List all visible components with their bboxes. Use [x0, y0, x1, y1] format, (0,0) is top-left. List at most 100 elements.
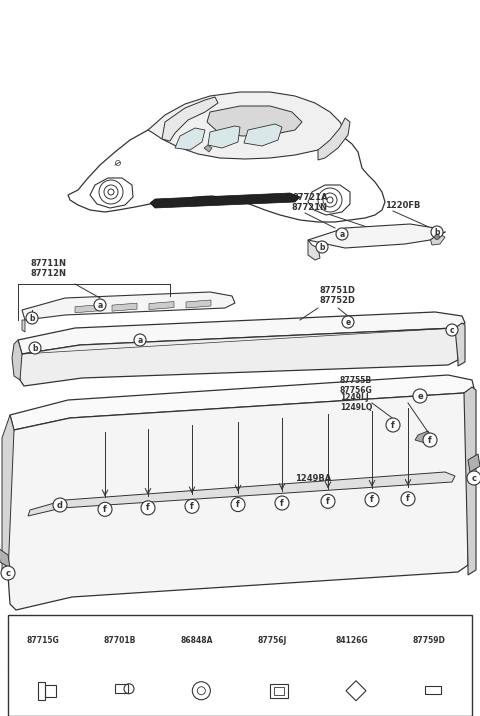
Text: e: e: [324, 636, 329, 644]
Text: 1249BA: 1249BA: [295, 474, 331, 483]
Text: a: a: [137, 336, 143, 344]
Circle shape: [275, 496, 289, 510]
Text: f: f: [326, 497, 330, 505]
Polygon shape: [148, 92, 345, 159]
Text: 87759D: 87759D: [413, 636, 445, 644]
Bar: [270, 684, 288, 698]
Text: a: a: [339, 230, 345, 238]
Polygon shape: [28, 472, 455, 516]
Polygon shape: [468, 454, 480, 472]
Circle shape: [386, 418, 400, 432]
Circle shape: [134, 334, 146, 346]
Text: b: b: [434, 228, 440, 236]
Bar: [115, 684, 128, 693]
Text: b: b: [32, 344, 38, 352]
Polygon shape: [8, 393, 468, 610]
Text: f: f: [103, 505, 107, 514]
Circle shape: [98, 503, 112, 516]
Text: 87756J: 87756J: [258, 636, 288, 644]
Text: c: c: [169, 636, 174, 644]
Polygon shape: [389, 234, 399, 242]
Circle shape: [185, 499, 199, 513]
Text: 86848A: 86848A: [180, 636, 213, 644]
Circle shape: [423, 433, 437, 447]
Polygon shape: [12, 340, 22, 380]
Text: d: d: [57, 500, 63, 510]
Bar: [8, 615, 472, 716]
Text: f: f: [146, 503, 150, 513]
Text: f: f: [406, 494, 410, 503]
Circle shape: [401, 492, 415, 505]
Polygon shape: [355, 236, 365, 243]
Polygon shape: [149, 301, 174, 309]
Polygon shape: [90, 178, 133, 208]
Polygon shape: [308, 224, 438, 248]
Text: c: c: [5, 569, 11, 578]
Circle shape: [242, 634, 255, 647]
Circle shape: [336, 228, 348, 240]
Polygon shape: [430, 233, 445, 245]
Text: c: c: [450, 326, 454, 334]
Circle shape: [320, 634, 333, 647]
Text: 87755B
87756G: 87755B 87756G: [340, 376, 373, 395]
Bar: [45, 684, 56, 697]
Text: f: f: [280, 498, 284, 508]
Text: 87751D
87752D: 87751D 87752D: [320, 286, 356, 305]
Circle shape: [88, 634, 101, 647]
Polygon shape: [204, 145, 212, 152]
Text: e: e: [417, 392, 423, 400]
Polygon shape: [75, 305, 100, 313]
Circle shape: [165, 634, 178, 647]
Circle shape: [11, 634, 24, 647]
Text: 84126G: 84126G: [336, 636, 368, 644]
Polygon shape: [186, 300, 211, 308]
Circle shape: [397, 634, 410, 647]
Circle shape: [467, 471, 480, 485]
Polygon shape: [150, 193, 300, 208]
Text: f: f: [428, 435, 432, 445]
Text: 87711N
87712N: 87711N 87712N: [30, 258, 66, 278]
Text: b: b: [92, 636, 97, 644]
Polygon shape: [162, 97, 218, 141]
Polygon shape: [18, 312, 465, 354]
Polygon shape: [455, 323, 465, 366]
Circle shape: [316, 241, 328, 253]
Text: f: f: [190, 502, 194, 511]
Polygon shape: [318, 118, 350, 160]
Polygon shape: [372, 235, 382, 243]
Polygon shape: [308, 185, 350, 215]
Text: e: e: [346, 317, 350, 326]
Polygon shape: [406, 233, 416, 241]
Text: b: b: [29, 314, 35, 322]
Bar: [274, 687, 284, 695]
Text: c: c: [471, 473, 477, 483]
Polygon shape: [244, 124, 282, 146]
Polygon shape: [22, 320, 25, 332]
Text: f: f: [402, 636, 405, 644]
Circle shape: [26, 312, 38, 324]
Polygon shape: [308, 240, 320, 260]
Text: 87701B: 87701B: [103, 636, 136, 644]
Circle shape: [342, 316, 354, 328]
Circle shape: [446, 324, 458, 336]
Circle shape: [431, 226, 443, 238]
Polygon shape: [415, 431, 432, 443]
Circle shape: [1, 566, 15, 580]
Polygon shape: [112, 303, 137, 311]
Circle shape: [321, 494, 335, 508]
Text: f: f: [370, 495, 374, 504]
Text: a: a: [97, 301, 103, 309]
Polygon shape: [10, 375, 474, 430]
Text: 1220FB: 1220FB: [385, 201, 420, 210]
Text: 1249LJ
1249LQ: 1249LJ 1249LQ: [340, 392, 372, 412]
Polygon shape: [175, 128, 205, 150]
Circle shape: [413, 389, 427, 403]
Circle shape: [53, 498, 67, 512]
Circle shape: [365, 493, 379, 507]
Text: f: f: [391, 420, 395, 430]
Circle shape: [29, 342, 41, 354]
Circle shape: [231, 498, 245, 511]
Text: b: b: [319, 243, 325, 251]
Bar: [37, 682, 45, 700]
Text: d: d: [246, 636, 252, 644]
